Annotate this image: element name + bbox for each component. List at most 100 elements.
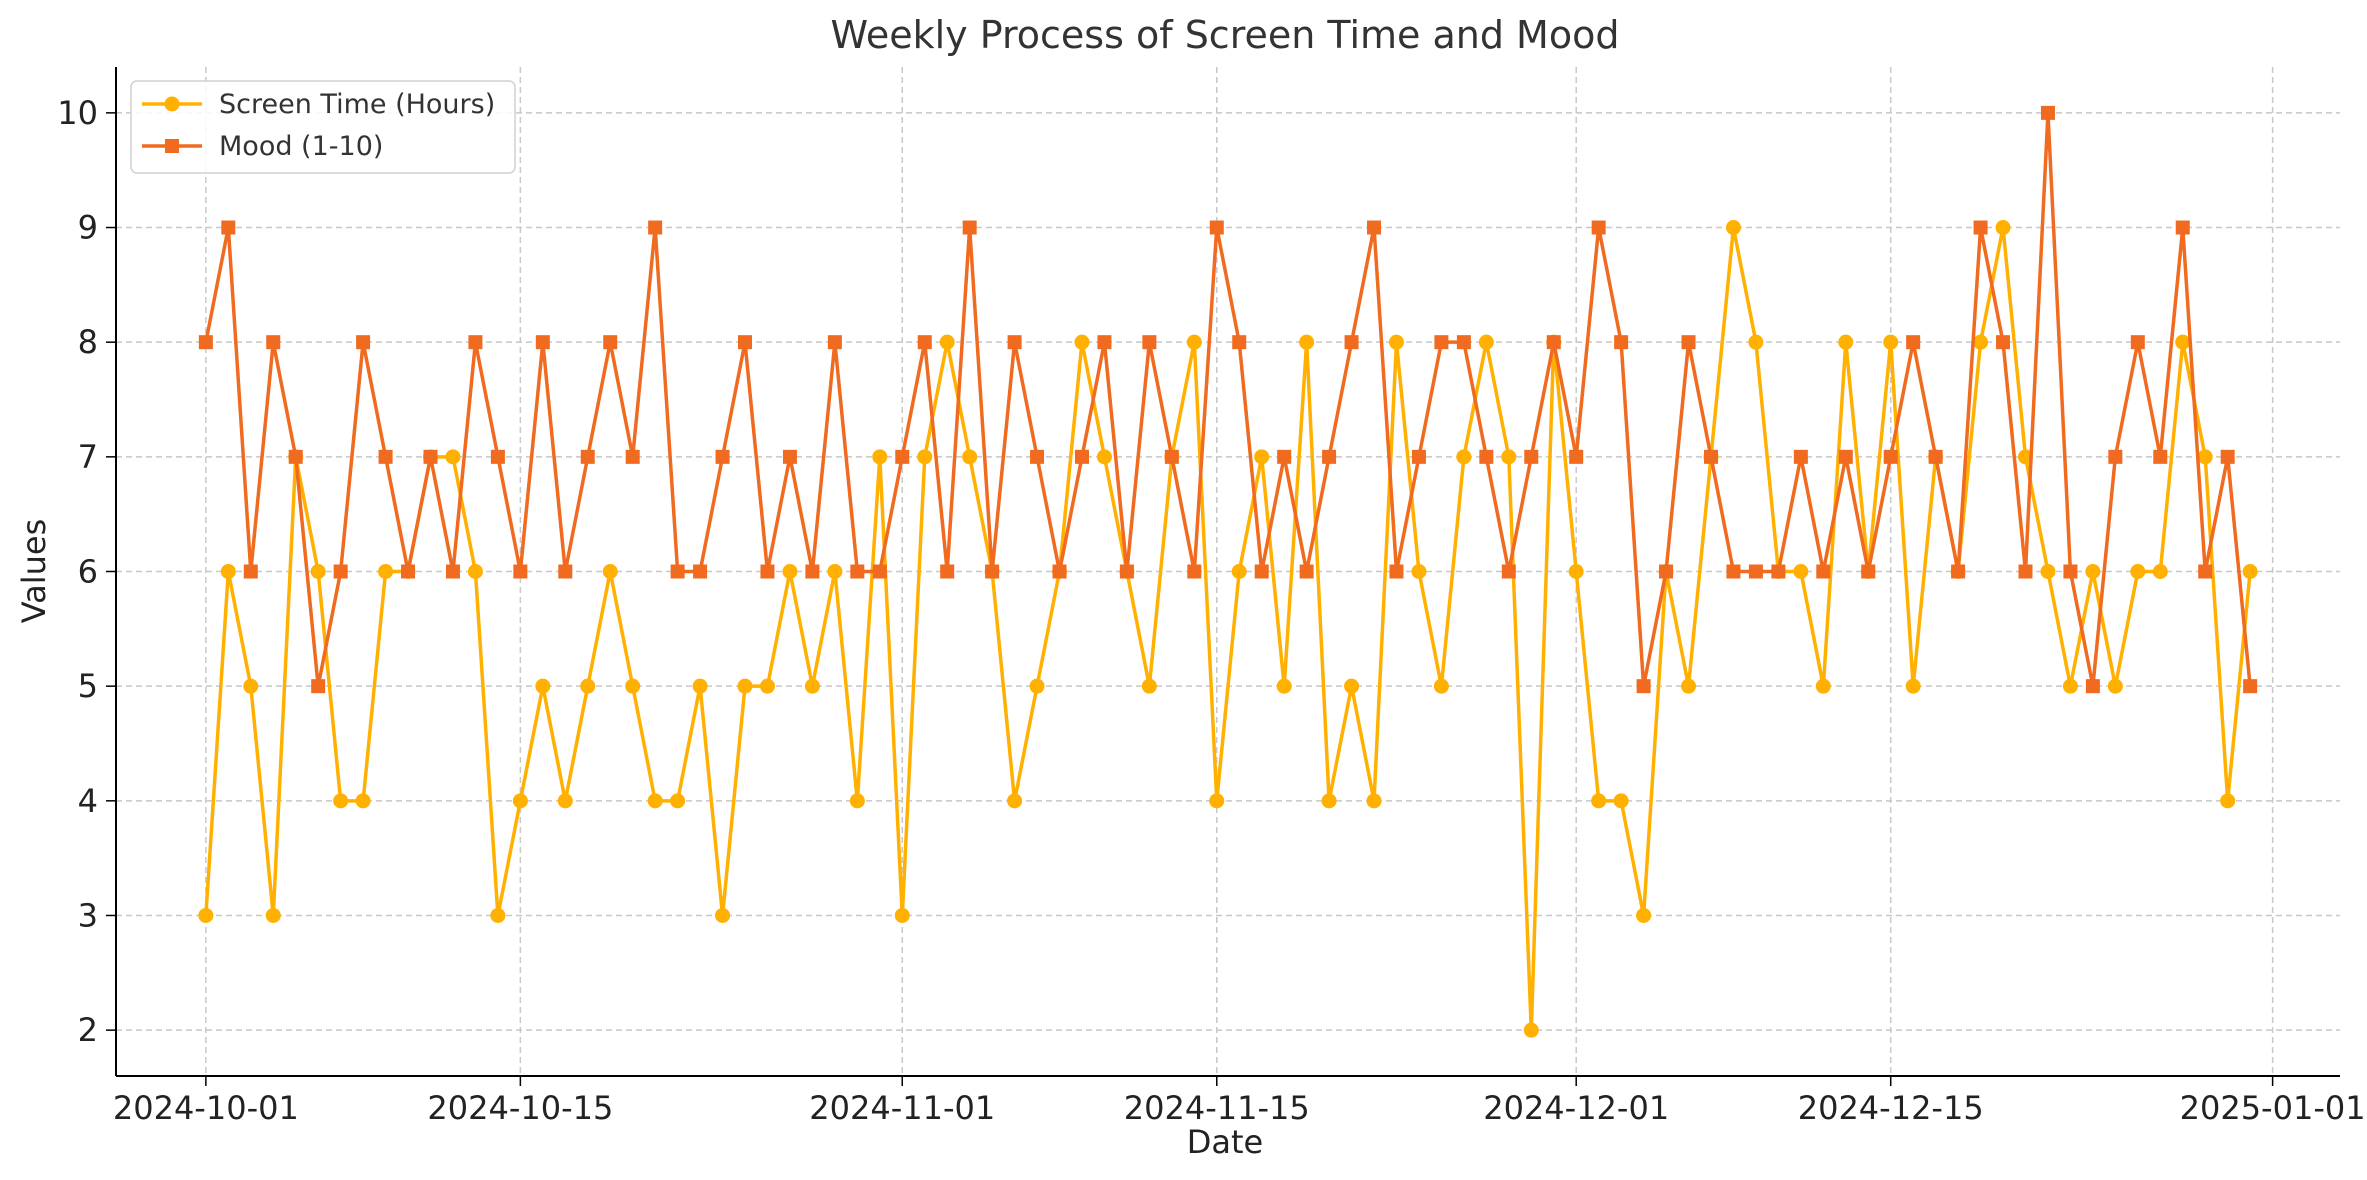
data-point-mood-1-10	[1816, 564, 1831, 579]
data-point-mood-1-10	[1456, 335, 1471, 350]
data-point-screen-time-hours	[849, 793, 865, 809]
legend-box	[130, 80, 516, 174]
data-point-mood-1-10	[625, 449, 640, 464]
data-point-mood-1-10	[1389, 564, 1404, 579]
data-point-screen-time-hours	[378, 564, 394, 579]
data-point-screen-time-hours	[1276, 678, 1292, 694]
legend-label-screen-time-hours: Screen Time (Hours)	[219, 89, 495, 120]
data-point-mood-1-10	[401, 564, 416, 579]
x-ticks: 2024-10-01 2024-10-15 2024-11-01 2024-11-15…	[113, 1076, 2366, 1127]
data-point-screen-time-hours	[1995, 220, 2011, 236]
data-point-mood-1-10	[2243, 679, 2258, 694]
data-point-mood-1-10	[962, 220, 977, 235]
data-point-screen-time-hours	[2175, 334, 2191, 350]
data-point-screen-time-hours	[1613, 793, 1629, 809]
data-point-screen-time-hours	[1096, 449, 1112, 465]
data-point-screen-time-hours	[2062, 678, 2078, 694]
legend-items: Screen Time (Hours) Mood (1-10)	[142, 89, 495, 162]
data-point-screen-time-hours	[1815, 678, 1831, 694]
data-point-screen-time-hours	[1029, 678, 1045, 694]
data-point-screen-time-hours	[1838, 334, 1854, 350]
data-point-mood-1-10	[1636, 679, 1651, 694]
data-point-mood-1-10	[243, 564, 258, 579]
data-point-mood-1-10	[1434, 335, 1449, 350]
data-point-mood-1-10	[1299, 564, 1314, 579]
data-point-screen-time-hours	[715, 907, 731, 923]
data-point-screen-time-hours	[1186, 334, 1202, 350]
data-point-mood-1-10	[2198, 564, 2213, 579]
data-point-screen-time-hours	[220, 564, 236, 579]
data-point-screen-time-hours	[580, 678, 596, 694]
data-point-mood-1-10	[1074, 449, 1089, 464]
data-point-mood-1-10	[1906, 335, 1921, 350]
data-point-mood-1-10	[378, 449, 393, 464]
data-point-screen-time-hours	[1636, 907, 1652, 923]
data-point-mood-1-10	[2220, 449, 2235, 464]
data-point-screen-time-hours	[355, 793, 371, 809]
data-point-mood-1-10	[985, 564, 1000, 579]
data-point-mood-1-10	[1703, 449, 1718, 464]
data-point-screen-time-hours	[1793, 564, 1809, 579]
x-tick-label: 2024-10-01	[113, 1089, 299, 1127]
data-point-mood-1-10	[1928, 449, 1943, 464]
data-point-screen-time-hours	[872, 449, 888, 465]
data-point-mood-1-10	[1007, 335, 1022, 350]
data-point-mood-1-10	[1726, 564, 1741, 579]
data-point-mood-1-10	[1681, 335, 1696, 350]
data-point-mood-1-10	[2130, 335, 2145, 350]
data-point-mood-1-10	[1344, 335, 1359, 350]
data-point-screen-time-hours	[2085, 564, 2101, 579]
data-point-screen-time-hours	[804, 678, 820, 694]
y-tick-label: 5	[78, 667, 98, 705]
data-point-mood-1-10	[333, 564, 348, 579]
data-point-mood-1-10	[1951, 564, 1966, 579]
data-point-screen-time-hours	[1366, 793, 1382, 809]
x-tick-label: 2024-11-15	[1124, 1089, 1310, 1127]
data-point-screen-time-hours	[737, 678, 753, 694]
data-point-mood-1-10	[1883, 449, 1898, 464]
legend: Screen Time (Hours) Mood (1-10)	[130, 80, 516, 174]
data-point-screen-time-hours	[557, 793, 573, 809]
data-point-mood-1-10	[2085, 679, 2100, 694]
data-point-mood-1-10	[490, 449, 505, 464]
y-ticks: 2 3 4 5 6 7 8 9 10	[57, 94, 116, 1049]
data-point-mood-1-10	[1996, 335, 2011, 350]
data-point-mood-1-10	[311, 679, 326, 694]
data-point-screen-time-hours	[759, 678, 775, 694]
data-point-screen-time-hours	[692, 678, 708, 694]
data-point-mood-1-10	[1052, 564, 1067, 579]
data-point-mood-1-10	[850, 564, 865, 579]
y-tick-label: 6	[78, 553, 98, 591]
data-point-mood-1-10	[558, 564, 573, 579]
data-point-mood-1-10	[1861, 564, 1876, 579]
data-point-screen-time-hours	[2197, 449, 2213, 465]
x-tick-label: 2024-12-15	[1798, 1089, 1984, 1127]
data-point-screen-time-hours	[1074, 334, 1090, 350]
data-point-mood-1-10	[1771, 564, 1786, 579]
data-point-mood-1-10	[1411, 449, 1426, 464]
data-point-mood-1-10	[288, 449, 303, 464]
data-point-mood-1-10	[648, 220, 663, 235]
data-point-mood-1-10	[2018, 564, 2033, 579]
data-point-screen-time-hours	[1456, 449, 1472, 465]
y-tick-label: 3	[78, 896, 98, 934]
data-point-mood-1-10	[1838, 449, 1853, 464]
data-point-screen-time-hours	[1321, 793, 1337, 809]
data-point-mood-1-10	[827, 335, 842, 350]
data-point-mood-1-10	[1546, 335, 1561, 350]
data-point-mood-1-10	[1254, 564, 1269, 579]
data-point-mood-1-10	[1187, 564, 1202, 579]
data-point-mood-1-10	[1591, 220, 1606, 235]
series-line-mood-1-10	[204, 111, 2252, 688]
data-point-screen-time-hours	[1344, 678, 1360, 694]
data-point-mood-1-10	[693, 564, 708, 579]
data-point-mood-1-10	[1614, 335, 1629, 350]
data-point-screen-time-hours	[894, 907, 910, 923]
data-point-screen-time-hours	[917, 449, 933, 465]
data-point-mood-1-10	[895, 449, 910, 464]
x-axis-label: Date	[1187, 1123, 1263, 1161]
data-point-screen-time-hours	[1478, 334, 1494, 350]
data-point-screen-time-hours	[1523, 1022, 1539, 1038]
data-point-mood-1-10	[670, 564, 685, 579]
data-point-mood-1-10	[1569, 449, 1584, 464]
